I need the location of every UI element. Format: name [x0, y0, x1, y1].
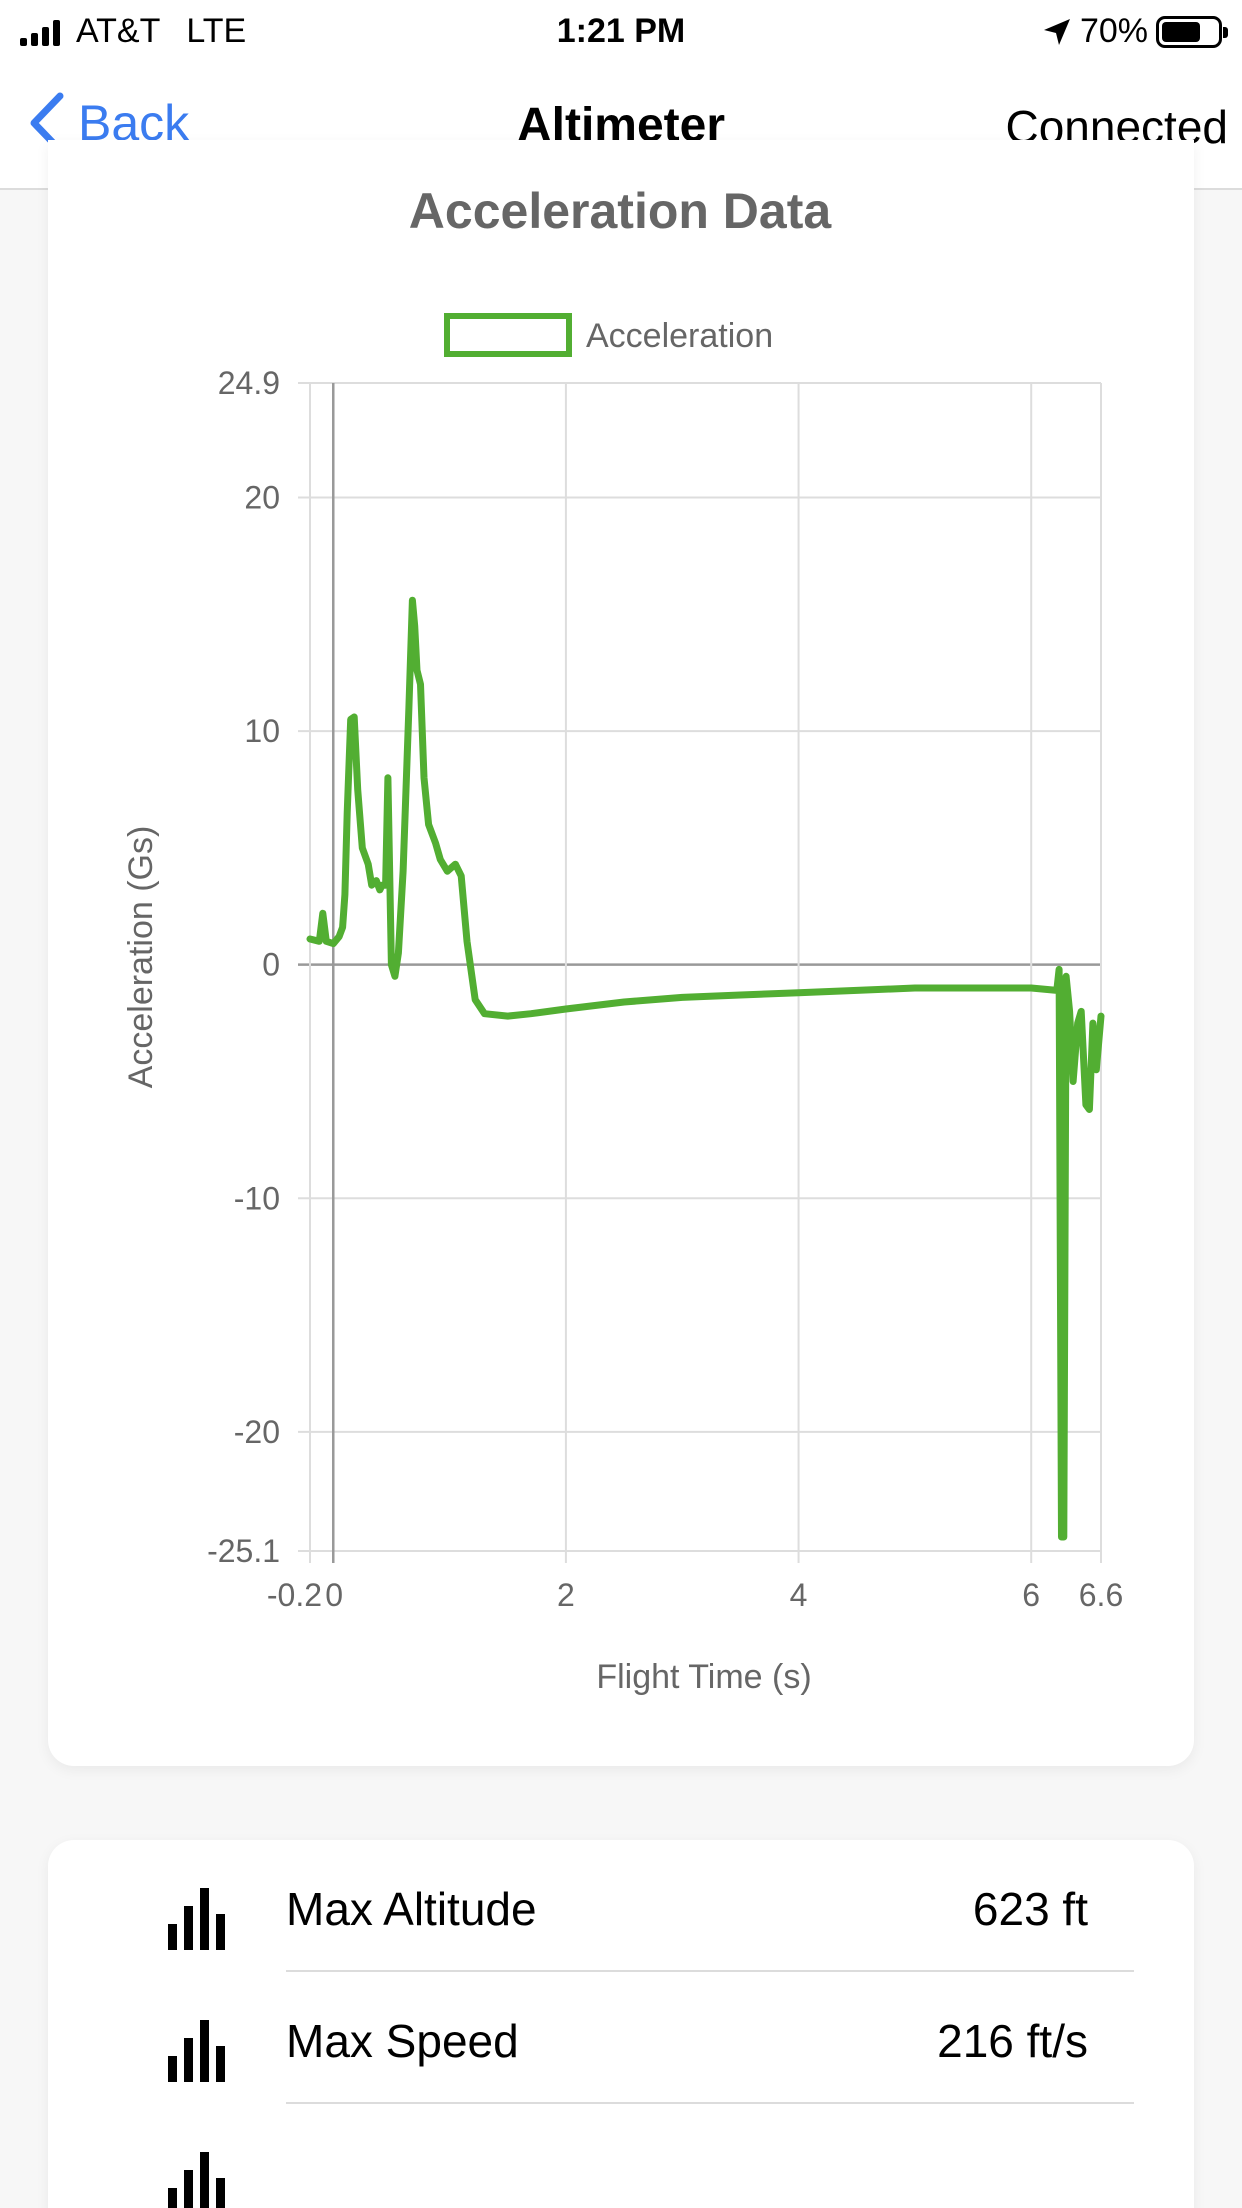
status-bar-right: 70%: [1042, 12, 1228, 51]
stat-label: Max Speed: [286, 2015, 519, 2067]
y-tick-label: 0: [262, 947, 280, 983]
status-bar-left: AT&T LTE: [20, 12, 246, 51]
battery-percent: 70%: [1079, 12, 1148, 50]
stat-row: Max Altitude 623 ft: [48, 1840, 1194, 1972]
stat-row: [48, 2104, 1194, 2208]
y-tick-label: -20: [234, 1414, 280, 1450]
y-axis-label: Acceleration (Gs): [122, 826, 160, 1089]
bar-chart-icon: [168, 2020, 226, 2087]
network-label: LTE: [186, 12, 247, 50]
chart-title: Acceleration Data: [409, 183, 833, 239]
stat-label: Max Altitude: [286, 1883, 537, 1935]
y-tick-label: 20: [244, 479, 280, 515]
status-bar: AT&T LTE 1:21 PM 70%: [0, 0, 1242, 62]
legend-label[interactable]: Acceleration: [586, 317, 773, 355]
x-axis-label: Flight Time (s): [596, 1658, 811, 1696]
acceleration-chart-card: Acceleration Data Acceleration 24.9 20 10 0…: [48, 140, 1194, 1766]
bar-chart-icon: [168, 2152, 226, 2208]
battery-icon: [1156, 15, 1228, 48]
x-tick-label: 4: [790, 1577, 808, 1613]
y-tick-label: -10: [234, 1180, 280, 1216]
x-tick-label: 2: [557, 1577, 575, 1613]
location-arrow-icon: [1043, 18, 1070, 45]
x-tick-label: 6: [1022, 1577, 1040, 1613]
stat-value: 216 ft/s: [937, 2015, 1088, 2067]
x-tick-label: 0: [325, 1577, 343, 1613]
acceleration-chart: Acceleration Data Acceleration 24.920100…: [122, 183, 1123, 1696]
acceleration-series-line: [306, 596, 1105, 1541]
battery-fill: [1162, 21, 1200, 42]
x-tick-label: 6.6: [1079, 1577, 1123, 1613]
carrier-label: AT&T: [76, 12, 161, 50]
y-tick-label: -25.1: [207, 1533, 280, 1569]
stat-value: 623 ft: [972, 1883, 1088, 1935]
x-tick-label: -0.2: [267, 1577, 322, 1613]
divider: [286, 2102, 1134, 2104]
y-tick-label: 10: [244, 713, 280, 749]
flight-stats-card: Max Altitude 623 ft Max Speed 216 ft/s: [48, 1840, 1194, 2208]
divider: [286, 1970, 1134, 1972]
signal-strength-icon: [20, 18, 60, 46]
y-tick-label: 24.9: [218, 365, 280, 401]
stat-row: Max Speed 216 ft/s: [48, 1972, 1194, 2104]
status-time: 1:21 PM: [556, 12, 686, 50]
legend-swatch[interactable]: [444, 313, 572, 357]
bar-chart-icon: [168, 1888, 226, 1955]
